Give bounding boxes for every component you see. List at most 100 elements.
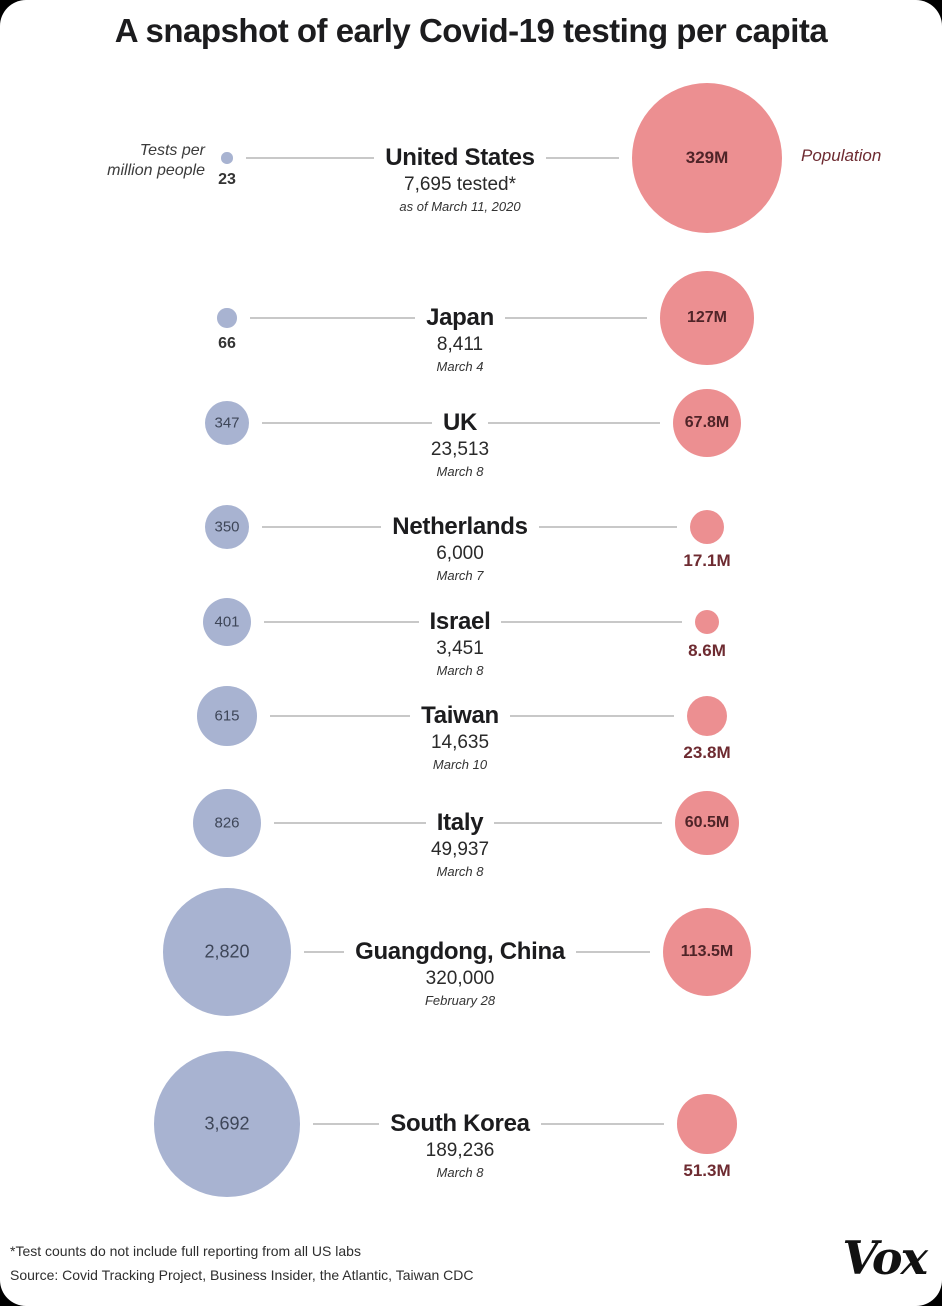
tests-value: 401 [214, 613, 240, 631]
tested-count: 7,695 tested* [404, 174, 516, 195]
connector-line-left [274, 822, 426, 824]
country-sub-labels: 23,513 March 8 [431, 437, 489, 479]
tested-count: 320,000 [425, 968, 495, 989]
tested-count: 189,236 [425, 1140, 495, 1161]
population-bubble [632, 83, 782, 233]
population-legend: Population [801, 146, 882, 165]
population-bubble [694, 609, 720, 635]
country-sub-labels: 320,000 February 28 [425, 966, 495, 1008]
country-label-block: Taiwan 14,635 March 10 [421, 702, 499, 772]
country-sub-labels: 7,695 tested* as of March 11, 2020 [399, 172, 520, 214]
connector-line-right [538, 526, 677, 528]
population-value: 329M [685, 148, 729, 167]
population-bubble [663, 908, 751, 996]
connector-line-right [494, 822, 662, 824]
country-label-block: United States 7,695 tested* as of March … [385, 144, 535, 214]
tests-bubble [192, 788, 262, 858]
country-name: United States [385, 144, 535, 171]
tests-bubble [221, 152, 233, 164]
tested-count: 6,000 [436, 543, 484, 564]
tests-bubble [217, 308, 237, 328]
country-label-block: Guangdong, China 320,000 February 28 [355, 938, 565, 1008]
country-label-block: Israel 3,451 March 8 [429, 608, 491, 678]
country-name: Italy [436, 809, 484, 836]
population-value: 23.8M [683, 743, 731, 763]
connector-line-right [501, 621, 682, 623]
country-label-block: Japan 8,411 March 4 [426, 304, 494, 374]
country-label-block: South Korea 189,236 March 8 [390, 1110, 530, 1180]
tests-bubble [163, 888, 291, 1016]
connector-line-right [575, 951, 650, 953]
country-sub-labels: 8,411 March 4 [437, 332, 484, 374]
population-value: 113.5M [680, 943, 734, 960]
tests-per-million-legend: Tests per million people [55, 141, 205, 181]
tests-bubble [202, 597, 252, 647]
population-bubble [689, 509, 725, 545]
population-value: 60.5M [684, 814, 730, 831]
test-date: as of March 11, 2020 [399, 199, 521, 214]
tested-count: 3,451 [436, 638, 484, 659]
tests-value: 347 [214, 414, 240, 432]
test-date: March 4 [436, 359, 484, 374]
connector-line-left [303, 951, 345, 953]
population-bubble [660, 271, 754, 365]
tests-bubble [204, 400, 250, 446]
country-name: Japan [426, 304, 494, 331]
population-value: 51.3M [683, 1160, 731, 1180]
tested-count: 8,411 [436, 334, 484, 355]
tests-value: 66 [218, 334, 236, 352]
country-sub-labels: 189,236 March 8 [426, 1138, 495, 1180]
connector-line-right [545, 157, 620, 159]
connector-line-left [262, 422, 432, 424]
country-name: South Korea [390, 1110, 530, 1137]
population-bubble [686, 695, 728, 737]
population-value: 127M [686, 309, 728, 326]
country-sub-labels: 49,937 March 8 [431, 837, 489, 879]
country-sub-labels: 3,451 March 8 [436, 636, 484, 678]
source-credit: Source: Covid Tracking Project, Business… [10, 1267, 474, 1283]
population-bubble [674, 790, 740, 856]
vox-logo: Vox [842, 1231, 928, 1285]
test-date: March 8 [436, 663, 484, 678]
connector-line-right [540, 1123, 665, 1125]
tests-legend-line1: Tests per [139, 142, 205, 159]
country-label-block: UK 23,513 March 8 [431, 409, 489, 479]
tests-value: 350 [214, 518, 240, 536]
test-date: March 8 [436, 464, 484, 479]
test-date: February 28 [424, 993, 496, 1008]
tested-count: 49,937 [430, 839, 490, 860]
connector-line-right [488, 422, 660, 424]
tests-value: 2,820 [204, 941, 250, 962]
tests-value: 3,692 [204, 1113, 250, 1134]
country-name: Israel [429, 608, 491, 635]
tests-value: 23 [218, 170, 236, 188]
country-sub-labels: 6,000 March 7 [436, 541, 484, 583]
country-label-block: Italy 49,937 March 8 [431, 809, 489, 879]
population-value: 8.6M [688, 641, 726, 661]
population-value: 17.1M [683, 551, 731, 571]
connector-line-right [509, 715, 674, 717]
tested-count: 14,635 [430, 732, 490, 753]
tests-bubble [204, 504, 250, 550]
connector-line-left [245, 157, 375, 159]
tested-count: 23,513 [430, 439, 490, 460]
connector-line-left [269, 715, 411, 717]
connector-line-left [312, 1123, 380, 1125]
country-name: Guangdong, China [355, 938, 565, 965]
connector-line-right [504, 317, 648, 319]
connector-line-left [262, 526, 382, 528]
test-date: March 7 [436, 568, 484, 583]
tests-legend-line2: million people [107, 162, 205, 179]
tests-bubble [197, 686, 257, 746]
population-bubble [672, 389, 741, 457]
connector-line-left [249, 317, 416, 319]
population-value: 67.8M [684, 414, 730, 431]
connector-line-left [264, 621, 419, 623]
country-name: Taiwan [421, 702, 499, 729]
country-name: UK [442, 409, 478, 436]
population-bubble [677, 1094, 737, 1154]
country-sub-labels: 14,635 March 10 [431, 730, 489, 772]
country-label-block: Netherlands 6,000 March 7 [392, 513, 528, 583]
